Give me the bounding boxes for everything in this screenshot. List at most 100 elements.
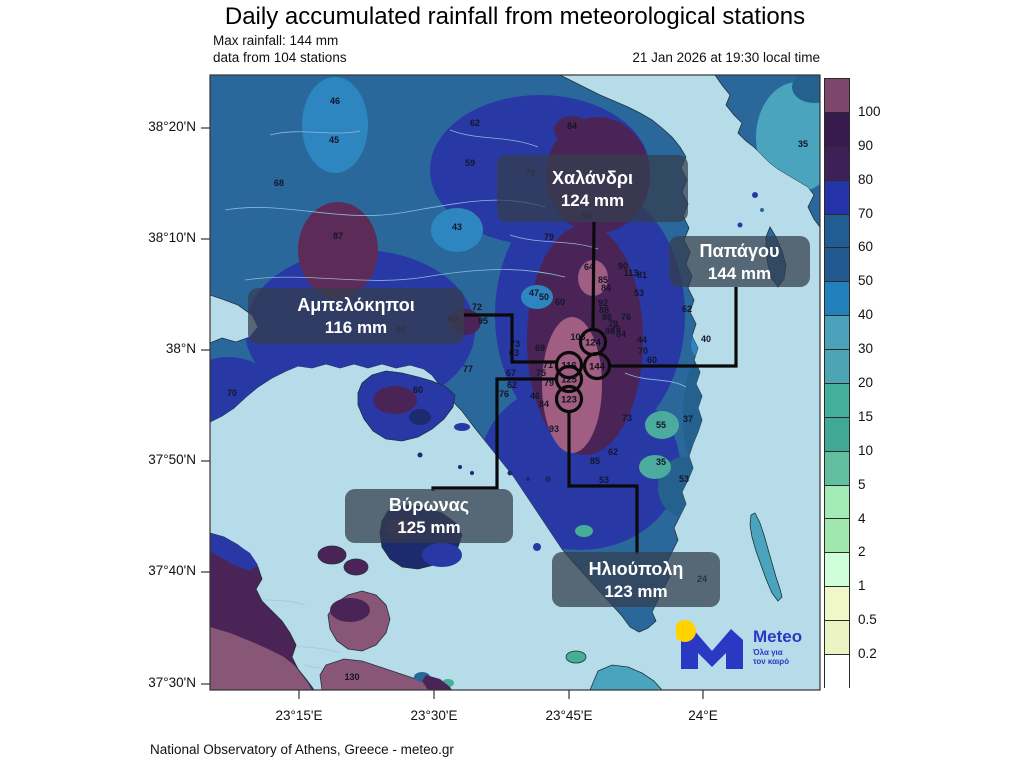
callout-station-value: 116 mm: [324, 318, 388, 337]
station-circle: [554, 384, 584, 414]
station-value: 95: [478, 316, 488, 326]
circled-station-value: 144: [589, 362, 606, 373]
lon-tick-label: 23°30'E: [410, 708, 458, 723]
station-value: 62: [507, 380, 517, 390]
colorbar-segment: [825, 180, 849, 215]
station-value: 86: [602, 312, 612, 322]
station-value: 67: [506, 368, 516, 378]
lon-tick-label: 24°E: [688, 708, 718, 723]
colorbar-segment: [825, 654, 849, 689]
station-value: 77: [463, 364, 473, 374]
station-value: 130: [344, 672, 359, 682]
colorbar-segment: [825, 451, 849, 486]
meteo-logo-text: Meteo: [753, 627, 803, 646]
colorbar-segment: [825, 621, 849, 655]
aegina-island: [327, 590, 391, 652]
callout-leader-line: [464, 313, 556, 364]
station-value: 84: [616, 329, 626, 339]
station-value: 37: [683, 414, 693, 424]
station-value: 62: [470, 118, 480, 128]
station-value: 79: [608, 319, 618, 329]
lat-tick-label: 37°30'N: [148, 675, 196, 690]
station-value: 46: [330, 96, 340, 106]
station-value: 103: [570, 332, 585, 342]
rainfall-colorbar: [824, 78, 850, 689]
colorbar-segment: [825, 587, 849, 621]
callout-station-value: 124 mm: [560, 190, 625, 210]
station-value: 79: [544, 378, 554, 388]
meteo-tagline-line2: τον καιρό: [753, 657, 790, 666]
station-value: 60: [413, 385, 423, 395]
station-value: 92: [598, 298, 608, 308]
callout-station-name: Αμπελόκηποι: [297, 295, 415, 315]
max-rainfall-note: Max rainfall: 144 mm: [213, 33, 339, 48]
station-value: 81: [637, 270, 647, 280]
rain-blob-nw-87: [298, 202, 378, 298]
gulf-islets: [417, 423, 551, 551]
station-value: 35: [798, 139, 808, 149]
station-value: 73: [510, 339, 520, 349]
colorbar-tick-label: 0.2: [858, 646, 877, 662]
station-value: 62: [682, 304, 692, 314]
station-value: 50: [539, 292, 549, 302]
colorbar-segment: [825, 519, 849, 554]
callout-station-value: 123 mm: [604, 581, 668, 601]
station-value: 60: [647, 355, 657, 365]
colorbar-segment: [825, 350, 849, 384]
colorbar-tick-label: 60: [858, 239, 874, 255]
station-value: 53: [599, 475, 609, 485]
station-value: 88: [599, 305, 609, 315]
meteo-tagline-line1: Όλα για: [753, 648, 783, 657]
colorbar-segment: [825, 316, 849, 350]
colorbar-tick-label: 80: [858, 171, 874, 187]
colorbar-segment: [825, 282, 849, 317]
south-strip-land: [319, 658, 454, 691]
colorbar-segment: [825, 146, 849, 181]
makronisos-island: [749, 512, 783, 602]
colorbar-tick-label: 0.5: [858, 612, 877, 628]
station-value: 62: [608, 447, 618, 457]
station-value: 63: [509, 348, 519, 358]
circled-station-value: 124: [585, 338, 602, 349]
evia-island: [714, 74, 821, 229]
station-value: 76: [611, 324, 621, 334]
meteo-logo: Meteo Όλα για τον καιρό: [672, 618, 822, 674]
station-value: 93: [549, 424, 559, 434]
callout-station-name: Βύρωνας: [388, 495, 470, 515]
station-circle: [582, 351, 612, 381]
station-value: 84: [567, 121, 577, 131]
station-value: 87: [333, 231, 343, 241]
station-values-layer: 4645686259438784797956648584901138153475…: [227, 96, 808, 682]
stations-count-note: data from 104 stations: [213, 50, 347, 65]
colorbar-tick-label: 4: [858, 510, 866, 526]
colorbar-tick-label: 70: [858, 205, 874, 221]
axis-ticks: [201, 127, 704, 699]
station-value: 84: [601, 283, 611, 293]
callout-station-name: Παπάγου: [699, 240, 780, 261]
lat-tick-label: 38°20'N: [148, 119, 196, 134]
station-value: 70: [638, 346, 648, 356]
callout-leader-line: [610, 287, 738, 368]
colorbar-tick-label: 90: [858, 137, 874, 153]
callout-box: Ηλιούπολη 123 mm: [552, 552, 720, 607]
station-value: 55: [656, 420, 666, 430]
station-value: 53: [634, 288, 644, 298]
colorbar-segment: [825, 417, 849, 452]
salamina-island: [357, 370, 456, 442]
station-value: 79: [544, 232, 554, 242]
callout-box: Παπάγου 144 mm: [669, 236, 810, 287]
station-value: 45: [329, 135, 339, 145]
circled-station-value: 125: [561, 375, 578, 386]
station-value: 35: [656, 457, 666, 467]
colorbar-segment: [825, 248, 849, 283]
corner-land-sw: [209, 532, 315, 691]
colorbar-segment: [825, 553, 849, 588]
callout-station-value: 125 mm: [397, 518, 461, 537]
station-value: 75: [536, 368, 546, 378]
station-value: 90: [618, 261, 628, 271]
station-value: 64: [584, 262, 594, 272]
station-value: 69: [535, 343, 545, 353]
station-value: 47: [529, 288, 539, 298]
